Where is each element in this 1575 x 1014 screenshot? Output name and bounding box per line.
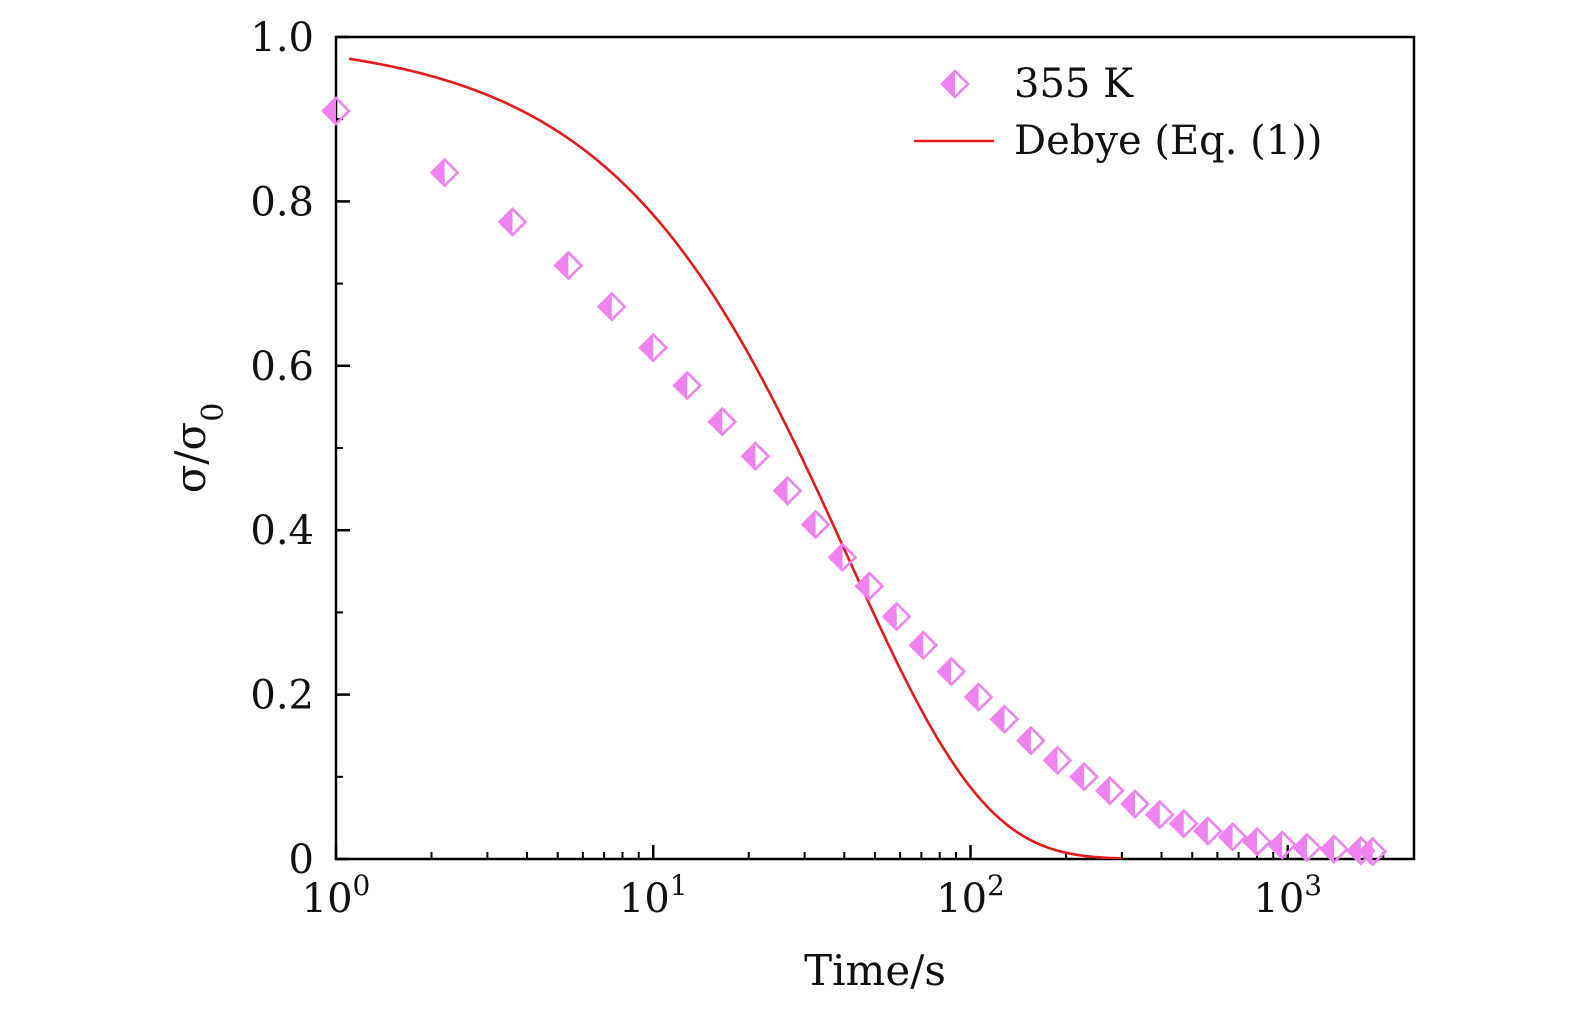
data-point (1120, 789, 1150, 819)
x-tick-label-base: 10 (619, 876, 670, 922)
data-point (1319, 834, 1349, 864)
data-point (429, 157, 460, 188)
y-axis-label-main: σ/σ (166, 422, 215, 494)
x-tick-label-base: 10 (936, 876, 987, 922)
data-point (707, 406, 738, 437)
x-tick-label-exponent: 0 (353, 869, 371, 902)
x-tick-label: 101 (619, 869, 688, 922)
x-tick-label-base: 10 (1253, 876, 1304, 922)
debye-line (348, 57, 1122, 859)
data-point (1242, 826, 1272, 857)
data-point (1095, 775, 1125, 806)
data-point (881, 601, 912, 632)
x-tick-label: 103 (1253, 869, 1322, 922)
y-axis-label: σ/σ0 (166, 403, 231, 494)
data-point (1069, 761, 1099, 792)
y-tick-label: 1.0 (250, 15, 314, 61)
data-point (936, 656, 967, 687)
y-tick-label: 0.4 (250, 508, 314, 554)
data-point (1193, 816, 1223, 846)
x-tick-label: 102 (936, 869, 1005, 922)
data-point (1217, 821, 1248, 852)
legend-label-line: Debye (Eq. (1)) (1014, 118, 1322, 164)
y-tick-label: 0.8 (250, 179, 314, 225)
markers-layer (321, 96, 1388, 867)
data-point (740, 441, 771, 472)
data-point (827, 542, 858, 573)
data-point (963, 682, 994, 712)
legend: 355 K Debye (Eq. (1)) (914, 61, 1322, 164)
y-tick-label: 0.2 (250, 673, 314, 719)
data-point (800, 509, 831, 540)
data-point (1267, 830, 1297, 860)
data-point (908, 630, 939, 661)
data-point (1292, 832, 1322, 863)
x-tick-label-base: 10 (302, 876, 353, 922)
legend-marker (940, 69, 970, 99)
data-point (989, 704, 1020, 735)
x-tick-label-exponent: 1 (670, 869, 688, 902)
data-point (321, 96, 351, 126)
data-point (1042, 745, 1073, 776)
x-axis-label: Time/s (804, 946, 946, 995)
legend-label-scatter: 355 K (1014, 61, 1134, 107)
tick-marks (334, 35, 1385, 861)
data-point (1144, 799, 1175, 830)
data-point (772, 475, 803, 506)
legend-marker-diamond (940, 69, 970, 99)
data-point (1016, 725, 1046, 756)
data-point (638, 332, 669, 363)
series-layer (348, 57, 1122, 859)
data-point (854, 571, 885, 601)
data-point (1357, 836, 1388, 867)
y-tick-label: 0 (289, 837, 314, 883)
x-tick-label-exponent: 2 (987, 869, 1005, 902)
data-point (497, 207, 528, 237)
data-point (553, 250, 584, 281)
x-tick-label: 100 (302, 869, 371, 922)
data-point (596, 291, 627, 322)
data-point (1168, 808, 1199, 839)
x-tick-label-exponent: 3 (1304, 869, 1322, 902)
y-axis-label-subscript: 0 (196, 403, 231, 422)
y-tick-label: 0.6 (250, 344, 314, 390)
data-point (672, 370, 703, 401)
